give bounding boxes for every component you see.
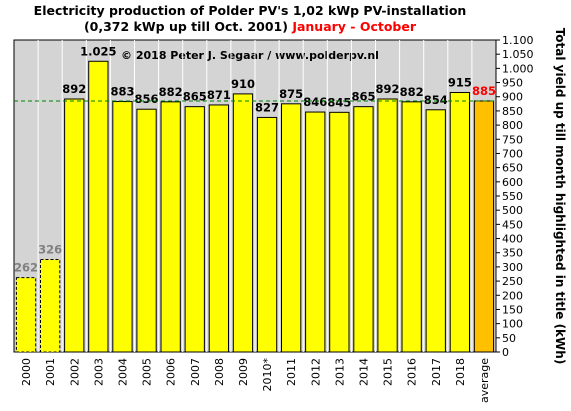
subtitle-highlight: January - October [291, 19, 417, 34]
x-tick-label: 2003 [92, 358, 105, 386]
x-tick-label: 2018 [454, 358, 467, 386]
subtitle: (0,372 kWp up till Oct. 2001) [84, 19, 288, 34]
x-tick-label: 2013 [333, 358, 346, 386]
y-tick-label: 650 [502, 162, 523, 175]
value-label: 846 [303, 95, 327, 109]
value-label: 885 [472, 84, 496, 98]
y-tick-label: 550 [502, 190, 523, 203]
y-tick-label: 600 [502, 176, 523, 189]
bar [40, 259, 61, 353]
x-tick-label: 2004 [116, 358, 129, 386]
bar [305, 111, 326, 353]
value-label: 865 [351, 90, 375, 104]
value-label: 827 [255, 100, 279, 114]
bar [256, 116, 278, 353]
bar [281, 103, 302, 353]
x-tick-label: 2000 [20, 358, 33, 386]
value-label: 882 [159, 85, 183, 99]
bar [88, 60, 109, 353]
value-label: 883 [110, 85, 134, 99]
y-tick-label: 100 [502, 318, 523, 331]
value-label: 892 [376, 82, 400, 96]
bar [473, 100, 495, 353]
y-tick-label: 0 [502, 346, 509, 359]
value-label: 262 [14, 261, 38, 275]
bar [425, 109, 446, 353]
value-label: 845 [327, 95, 351, 109]
x-tick-label: 2014 [357, 358, 370, 386]
bar [136, 108, 157, 353]
y-tick-label: 150 [502, 303, 523, 316]
value-label: 892 [62, 82, 86, 96]
y-tick-label: 500 [502, 204, 523, 217]
y-tick-label: 850 [502, 105, 523, 118]
x-tick-label: average [478, 358, 491, 403]
bar [401, 101, 422, 353]
chart-title: Electricity production of Polder PV's 1,… [34, 3, 467, 18]
y-tick-label: 450 [502, 218, 523, 231]
bar [64, 98, 85, 353]
x-tick-label: 2002 [68, 358, 81, 386]
y-tick-label: 350 [502, 247, 523, 260]
annotation: © 2018 Peter J. Segaar / www.polderpv.nl [121, 49, 379, 62]
bar [112, 101, 133, 353]
x-tick-label: 2010* [261, 358, 274, 392]
bar [377, 98, 398, 353]
y-tick-label: 1.050 [502, 48, 534, 61]
bar [184, 106, 205, 353]
value-label: 871 [207, 88, 231, 102]
bar [232, 93, 254, 353]
y-tick-label: 400 [502, 233, 523, 246]
x-tick-label: 2006 [165, 358, 178, 386]
x-tick-label: 2008 [213, 358, 226, 386]
y-tick-label: 1.000 [502, 62, 534, 75]
y-tick-label: 750 [502, 133, 523, 146]
y-tick-label: 200 [502, 289, 523, 302]
x-tick-label: 2001 [44, 358, 57, 386]
x-tick-label: 2015 [382, 358, 395, 386]
bar [160, 101, 181, 353]
x-tick-label: 2009 [237, 358, 250, 386]
value-label: 910 [231, 77, 255, 91]
value-label: 856 [135, 92, 159, 106]
y-tick-label: 800 [502, 119, 523, 132]
value-label: 875 [279, 87, 303, 101]
y-tick-label: 1.100 [502, 34, 534, 47]
x-tick-label: 2012 [309, 358, 322, 386]
x-tick-label: 2016 [406, 358, 419, 386]
x-tick-label: 2017 [430, 358, 443, 386]
value-label: 882 [400, 85, 424, 99]
y-tick-label: 250 [502, 275, 523, 288]
bar [208, 104, 229, 353]
x-tick-label: 2011 [285, 358, 298, 386]
bar [353, 106, 374, 353]
bar [15, 277, 37, 353]
value-label: 915 [448, 75, 472, 89]
y-tick-label: 950 [502, 77, 523, 90]
value-label: 1.025 [80, 44, 116, 58]
y-tick-label: 50 [502, 332, 516, 345]
value-label: 854 [424, 93, 448, 107]
bar [329, 111, 350, 353]
x-tick-label: 2007 [189, 358, 202, 386]
chart-subtitle: (0,372 kWp up till Oct. 2001) January - … [84, 19, 417, 34]
y-tick-label: 900 [502, 91, 523, 104]
y-axis-label: Total yield up till month highlighted in… [553, 28, 567, 365]
y-tick-label: 300 [502, 261, 523, 274]
bar [449, 91, 470, 353]
x-tick-label: 2005 [141, 358, 154, 386]
y-tick-label: 700 [502, 147, 523, 160]
value-label: 865 [183, 90, 207, 104]
value-label: 326 [38, 243, 62, 257]
